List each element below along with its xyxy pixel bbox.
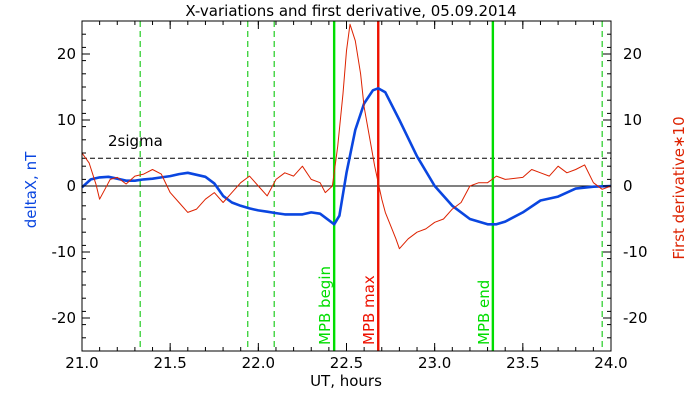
y-axis-label-left: deltaX, nT	[22, 151, 40, 228]
x-tick-label: 21.0	[65, 354, 98, 372]
x-tick-label: 21.5	[153, 354, 186, 372]
y-tick-label-right: 10	[623, 111, 642, 129]
y-axis-label-right: First derivative∗10	[670, 116, 688, 259]
x-axis-label: UT, hours	[310, 372, 382, 390]
x-tick-label: 22.5	[330, 354, 363, 372]
event-label-mpb-begin: MPB begin	[316, 266, 334, 345]
y-tick-label-left: 0	[66, 177, 76, 195]
series-line-deltax	[81, 87, 612, 226]
x-tick-label: 22.0	[242, 354, 275, 372]
y-tick-label-left: -10	[52, 243, 77, 261]
x-tick-label: 23.0	[418, 354, 451, 372]
y-tick-label-right: 20	[623, 45, 642, 63]
y-tick-label-right: 0	[623, 177, 633, 195]
event-label-mpb-end: MPB end	[475, 280, 493, 345]
chart-title: X-variations and first derivative, 05.09…	[185, 2, 516, 20]
x-tick-label: 23.5	[506, 354, 539, 372]
x-tick-label: 24.0	[594, 354, 627, 372]
y-tick-label-right: -20	[623, 309, 648, 327]
series-line-derivative	[81, 23, 612, 250]
y-tick-label-right: -10	[623, 243, 648, 261]
y-tick-label-left: 20	[57, 45, 76, 63]
threshold-label: 2sigma	[108, 132, 163, 150]
y-tick-label-left: 10	[57, 111, 76, 129]
plot-layer: MPB begin MPB max MPB end 21.0 21.5 22.0 22.5 2…	[52, 20, 648, 372]
event-label-mpb-max: MPB max	[360, 275, 378, 345]
y-tick-label-left: -20	[52, 309, 77, 327]
